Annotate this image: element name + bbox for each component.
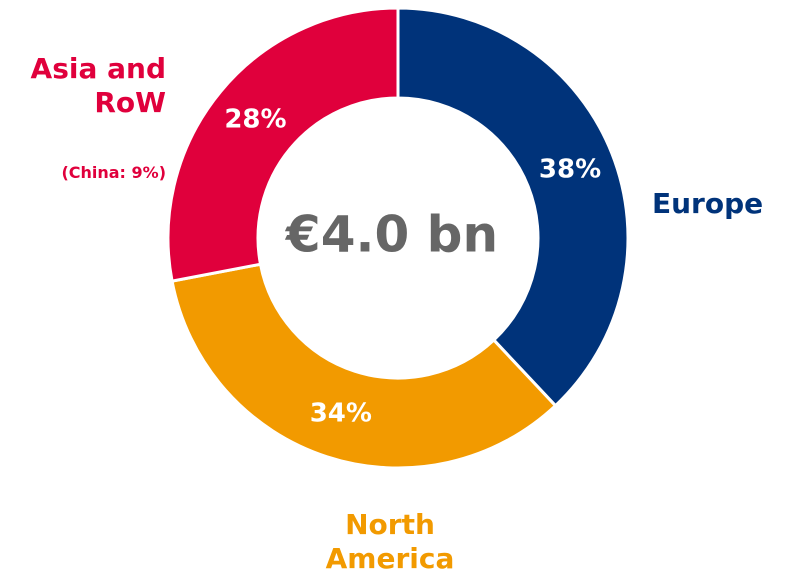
donut-segment [166,6,400,283]
value-label: 34% [310,398,372,428]
category-label: North America [325,508,455,575]
annotation: (China: 9%) [61,163,166,182]
category-label: Asia and RoW [30,52,166,119]
value-label: 38% [539,154,601,184]
donut-segment [170,262,558,470]
value-label: 28% [224,105,286,135]
center-label: €4.0 bn [285,206,498,264]
category-label: Europe [652,187,764,220]
donut-segment [396,6,630,408]
